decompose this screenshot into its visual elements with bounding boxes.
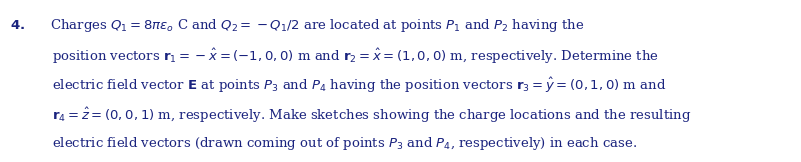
Text: electric field vector $\mathbf{E}$ at points $P_3$ and $P_4$ having the position: electric field vector $\mathbf{E}$ at po… [51,76,666,95]
Text: $\mathbf{r}_4 = \hat{z} = (0,0,1)$ m, respectively. Make sketches showing the ch: $\mathbf{r}_4 = \hat{z} = (0,0,1)$ m, re… [51,106,690,125]
Text: position vectors $\mathbf{r}_1 = -\hat{x} = (-1,0,0)$ m and $\mathbf{r}_2 = \hat: position vectors $\mathbf{r}_1 = -\hat{x… [51,47,658,66]
Text: electric field vectors (drawn coming out of points $P_3$ and $P_4$, respectively: electric field vectors (drawn coming out… [51,135,637,152]
Text: $\mathbf{4.}$  $\,\,\,\,\,$ Charges $Q_1 = 8\pi\epsilon_o$ C and $Q_2 = -Q_1/2$ : $\mathbf{4.}$ $\,\,\,\,\,$ Charges $Q_1 … [10,17,585,34]
